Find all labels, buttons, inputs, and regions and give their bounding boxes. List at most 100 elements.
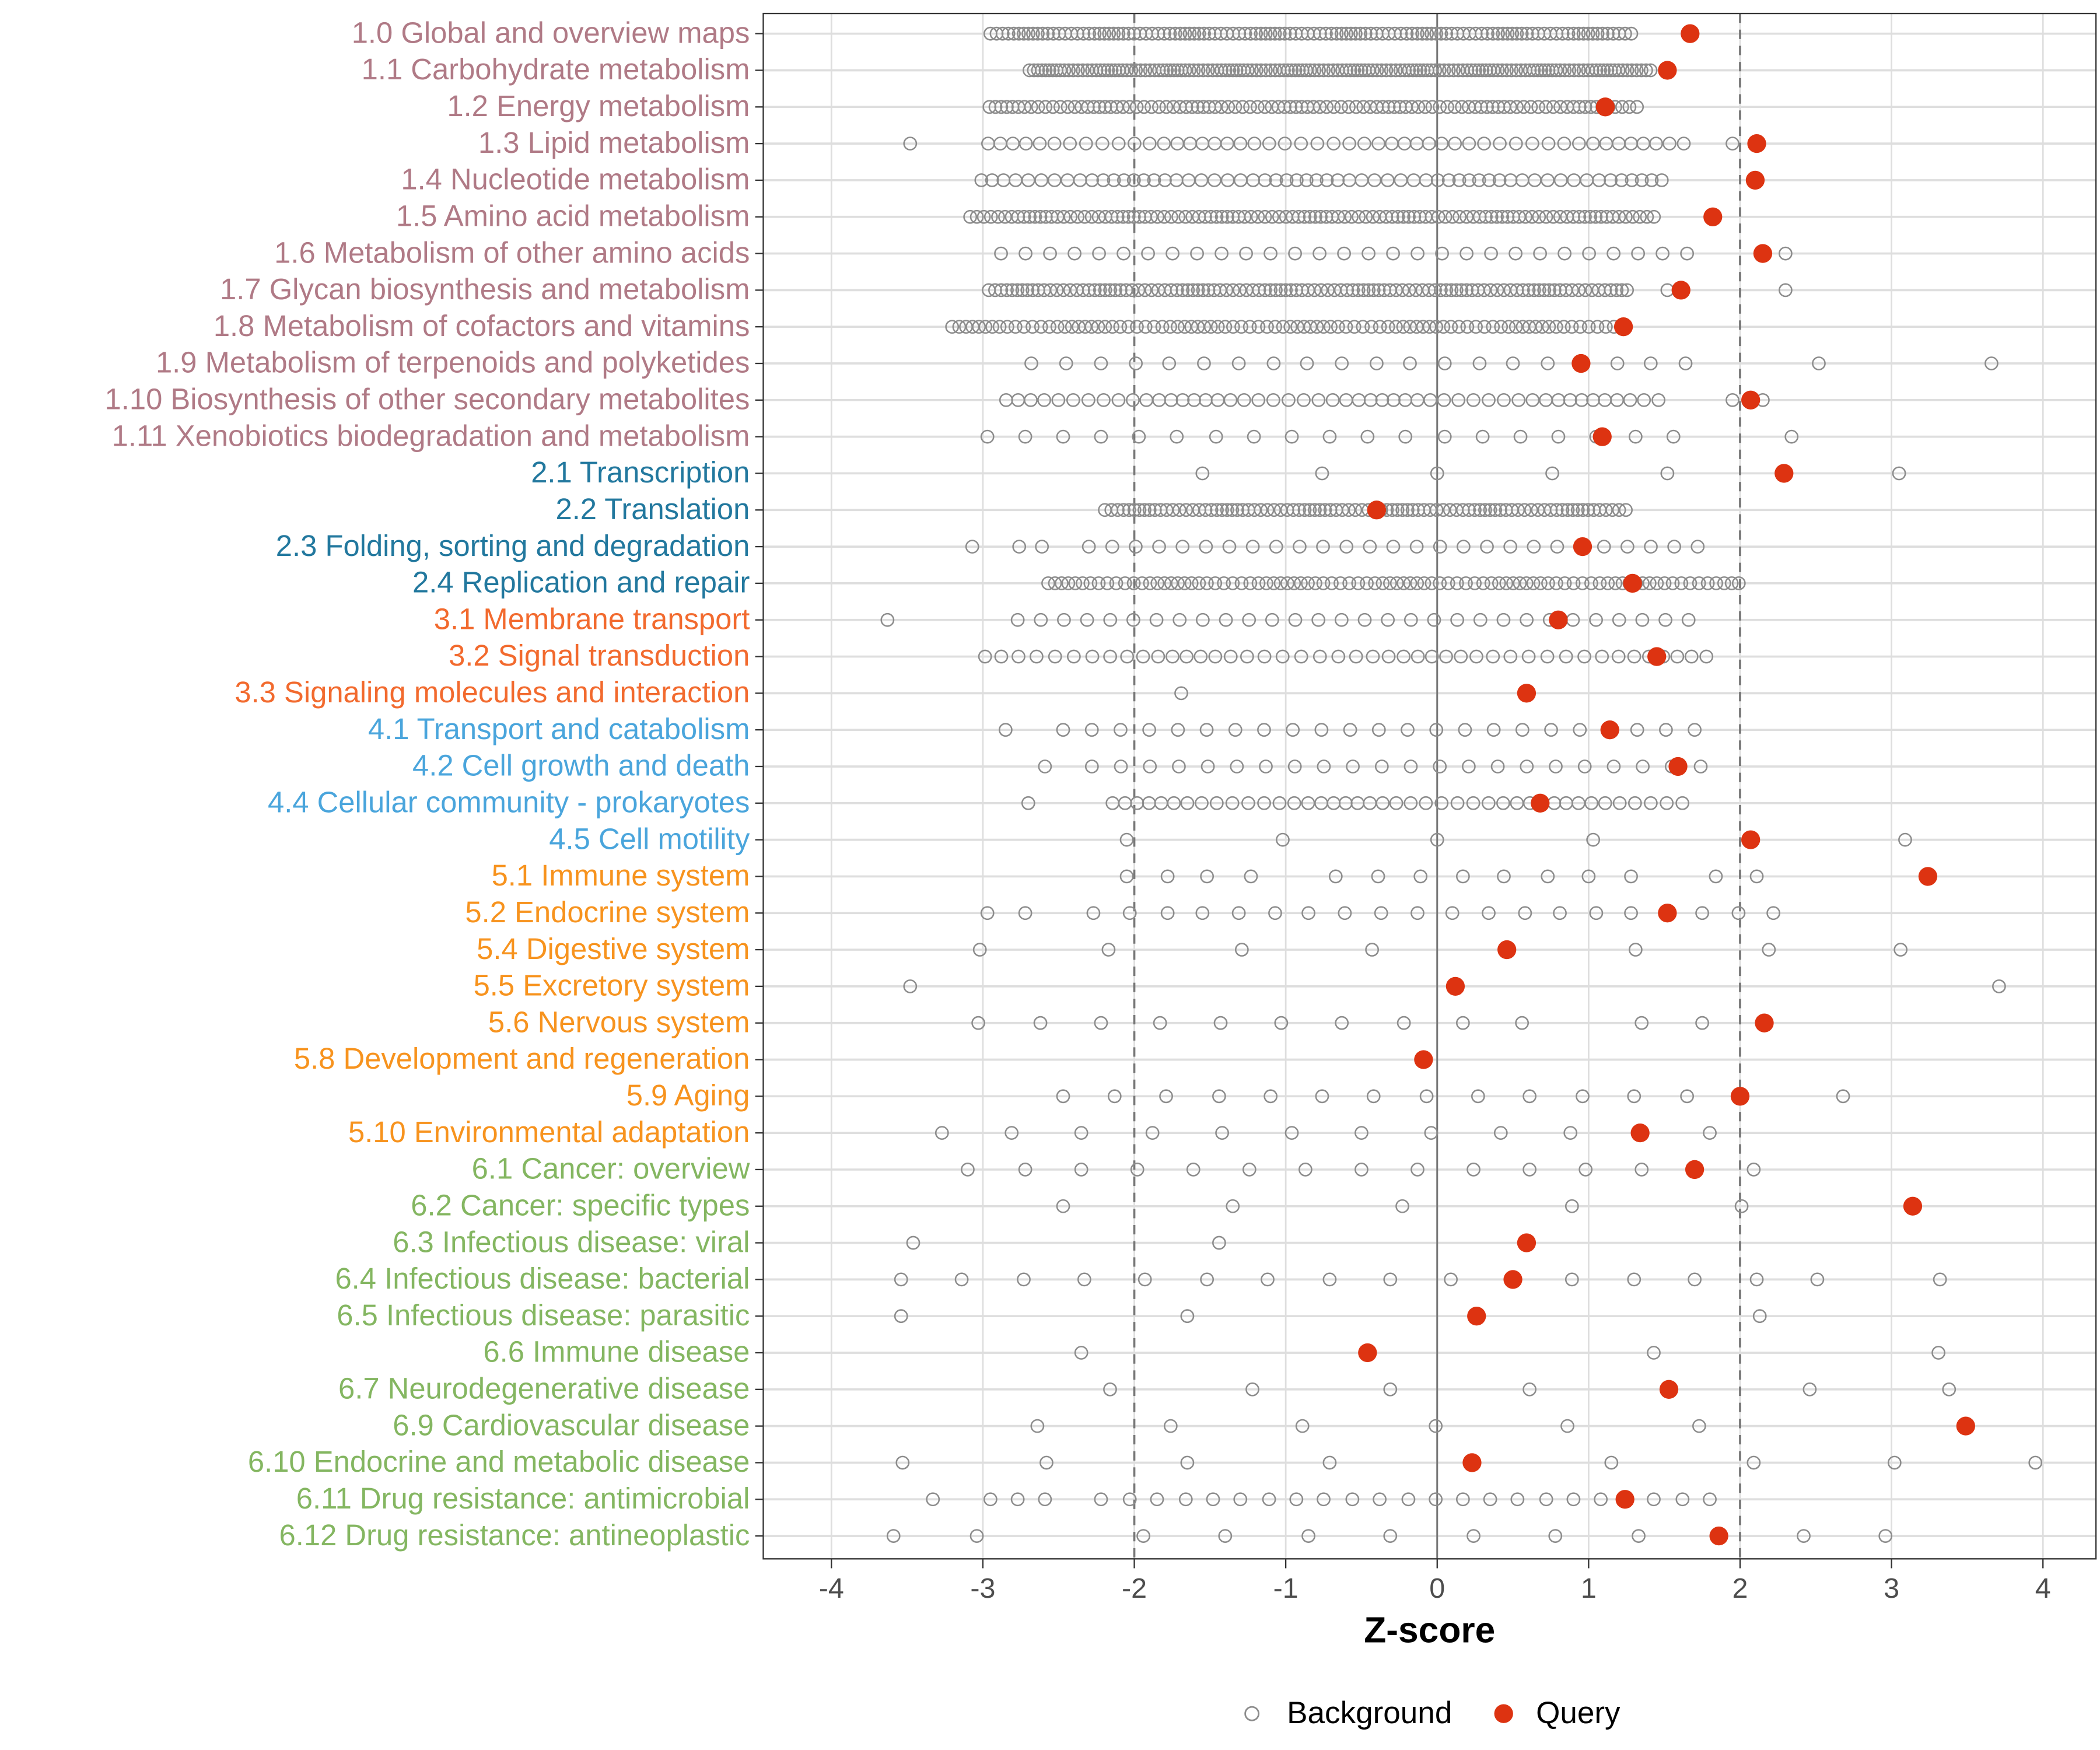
background-point xyxy=(1138,283,1152,298)
background-point xyxy=(1605,503,1620,517)
background-point xyxy=(1234,943,1249,957)
background-point xyxy=(1222,540,1237,554)
background-point xyxy=(1396,576,1411,590)
background-point xyxy=(1126,612,1140,627)
background-point xyxy=(1541,576,1555,590)
background-point xyxy=(1509,63,1524,78)
background-point xyxy=(1129,356,1143,370)
background-point xyxy=(1349,100,1363,114)
background-point xyxy=(1484,246,1498,261)
background-point xyxy=(1440,100,1454,114)
background-point xyxy=(1434,26,1448,41)
background-point xyxy=(1640,209,1654,224)
background-point xyxy=(970,1529,984,1543)
background-point xyxy=(1283,26,1297,41)
background-point xyxy=(1549,760,1563,774)
background-point xyxy=(1389,320,1403,334)
background-point xyxy=(1325,576,1339,590)
background-point xyxy=(1598,320,1613,334)
background-point xyxy=(1066,63,1080,78)
background-point xyxy=(1164,283,1178,298)
background-point xyxy=(1444,1272,1458,1287)
background-point xyxy=(1046,100,1060,114)
background-point xyxy=(1264,283,1278,298)
category-label: 6.12 Drug resistance: antineoplastic xyxy=(279,1518,750,1552)
category-label: 2.4 Replication and repair xyxy=(412,566,750,599)
background-point xyxy=(1521,283,1536,298)
background-point xyxy=(1097,26,1112,41)
background-point xyxy=(1251,209,1265,224)
background-point xyxy=(1625,173,1639,187)
background-point xyxy=(926,1492,940,1507)
background-point xyxy=(1163,63,1178,78)
background-point xyxy=(1584,576,1598,590)
background-point xyxy=(1644,796,1658,810)
background-point xyxy=(1403,576,1418,590)
background-point xyxy=(1405,503,1420,517)
background-point xyxy=(1933,1272,1947,1287)
background-point xyxy=(903,136,918,151)
background-point xyxy=(1311,393,1326,407)
background-point xyxy=(1116,503,1131,517)
background-point xyxy=(1371,723,1386,737)
background-point xyxy=(1647,1346,1661,1360)
background-point xyxy=(1168,26,1182,41)
background-point xyxy=(1312,503,1327,517)
background-point xyxy=(1126,576,1141,590)
query-point xyxy=(1659,1380,1679,1399)
background-point xyxy=(1749,1272,1764,1287)
background-point xyxy=(1218,1529,1233,1543)
background-point xyxy=(1297,393,1311,407)
background-point xyxy=(1194,649,1208,664)
background-point xyxy=(1650,576,1664,590)
background-point xyxy=(1634,1163,1649,1177)
background-point xyxy=(1496,26,1510,41)
background-point xyxy=(1517,503,1532,517)
background-point xyxy=(1328,869,1343,884)
background-points xyxy=(880,26,2043,1543)
background-point xyxy=(1578,1163,1593,1177)
category-label: 3.3 Signaling molecules and interaction xyxy=(235,676,750,709)
background-point xyxy=(1593,63,1607,78)
background-point xyxy=(1017,209,1031,224)
background-point xyxy=(1111,393,1126,407)
background-point xyxy=(1447,63,1461,78)
background-point xyxy=(1503,649,1518,664)
background-point xyxy=(1167,63,1181,78)
background-point xyxy=(1526,576,1541,590)
background-point xyxy=(1266,393,1280,407)
background-point xyxy=(1486,649,1500,664)
background-point xyxy=(1104,63,1119,78)
background-point xyxy=(1209,796,1224,810)
background-point xyxy=(1308,503,1322,517)
background-point xyxy=(1572,136,1586,151)
category-label: 5.9 Aging xyxy=(626,1079,750,1112)
background-point xyxy=(1656,246,1670,261)
background-point xyxy=(1553,173,1568,187)
background-point xyxy=(1396,209,1410,224)
background-point xyxy=(1087,283,1102,298)
background-point xyxy=(1292,209,1306,224)
background-point xyxy=(1335,26,1349,41)
background-point xyxy=(1244,209,1258,224)
query-point xyxy=(1573,537,1592,556)
background-point xyxy=(1233,136,1248,151)
background-point xyxy=(1481,796,1496,810)
background-point xyxy=(1346,283,1360,298)
background-point xyxy=(1138,503,1152,517)
background-point xyxy=(1647,1492,1661,1507)
query-point xyxy=(1497,940,1517,960)
background-point xyxy=(1254,26,1268,41)
background-point xyxy=(1497,869,1511,884)
background-point xyxy=(1136,649,1150,664)
background-point xyxy=(1496,612,1511,627)
background-point xyxy=(1429,723,1444,737)
background-point xyxy=(1049,283,1064,298)
background-point xyxy=(1381,649,1396,664)
background-point xyxy=(1483,503,1497,517)
background-point xyxy=(1122,906,1137,921)
background-point xyxy=(1598,796,1612,810)
background-point xyxy=(1301,906,1315,921)
background-point xyxy=(1280,63,1295,78)
